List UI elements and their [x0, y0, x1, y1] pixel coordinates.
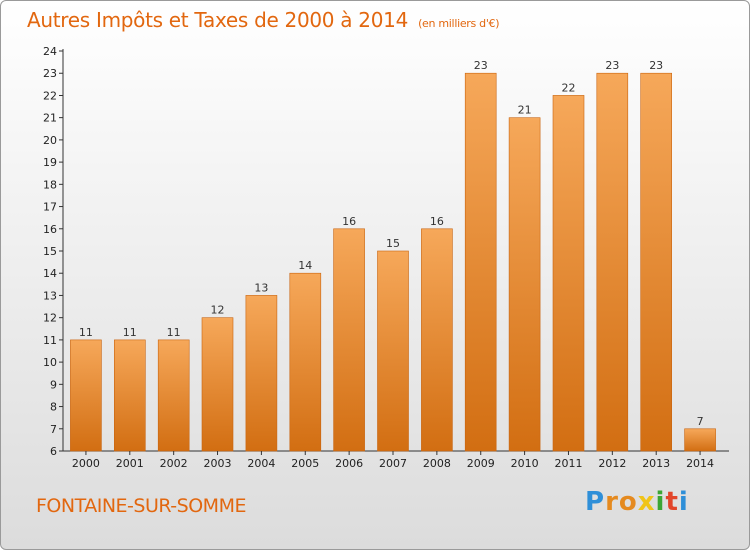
chart-title-unit: (en milliers d'€) [418, 17, 500, 30]
y-tick-label-11: 11 [43, 334, 57, 347]
value-label-2003: 12 [211, 304, 225, 317]
y-tick-label-17: 17 [43, 201, 57, 214]
x-tick-label-2007: 2007 [379, 457, 407, 470]
value-label-2007: 15 [386, 237, 400, 250]
x-tick-label-2013: 2013 [642, 457, 670, 470]
bar-2012 [596, 72, 629, 452]
x-tick-label-2000: 2000 [72, 457, 100, 470]
x-tick-label-2006: 2006 [335, 457, 363, 470]
value-label-2005: 14 [298, 259, 312, 272]
bar-2007 [377, 250, 409, 452]
x-tick-label-2002: 2002 [160, 457, 188, 470]
value-label-2006: 16 [342, 215, 356, 228]
bar-2001 [114, 339, 146, 452]
bar-2013 [640, 72, 673, 452]
commune-name: FONTAINE-SUR-SOMME [36, 495, 246, 517]
y-tick-label-9: 9 [50, 378, 57, 391]
value-label-2014: 7 [697, 415, 704, 428]
y-tick-label-24: 24 [43, 45, 57, 58]
y-tick-label-10: 10 [43, 356, 57, 369]
y-tick-label-18: 18 [43, 178, 57, 191]
bar-2006 [333, 228, 365, 452]
y-tick-label-23: 23 [43, 67, 57, 80]
x-tick-label-2005: 2005 [291, 457, 319, 470]
x-tick-label-2008: 2008 [423, 457, 451, 470]
bar-2010 [508, 117, 541, 452]
bar-2009 [464, 72, 497, 452]
x-tick-label-2001: 2001 [116, 457, 144, 470]
value-label-2010: 21 [518, 104, 532, 117]
value-label-2011: 22 [561, 81, 575, 94]
y-tick-label-6: 6 [50, 445, 57, 458]
x-tick-label-2011: 2011 [554, 457, 582, 470]
bar-2011 [552, 95, 585, 452]
y-tick-label-7: 7 [50, 423, 57, 436]
y-tick-label-14: 14 [43, 267, 57, 280]
y-tick-label-21: 21 [43, 112, 57, 125]
bar-2002 [157, 339, 190, 452]
x-tick-label-2003: 2003 [204, 457, 232, 470]
bar-2000 [70, 339, 102, 452]
value-label-2000: 11 [79, 326, 93, 339]
value-label-2001: 11 [123, 326, 137, 339]
y-tick-label-15: 15 [43, 245, 57, 258]
x-tick-label-2012: 2012 [598, 457, 626, 470]
x-tick-label-2004: 2004 [247, 457, 275, 470]
value-label-2012: 23 [605, 59, 619, 72]
y-tick-label-22: 22 [43, 89, 57, 102]
y-tick-label-8: 8 [50, 401, 57, 414]
y-tick-label-16: 16 [43, 223, 57, 236]
value-label-2004: 13 [254, 281, 268, 294]
bar-2014 [684, 428, 716, 452]
value-label-2009: 23 [474, 59, 488, 72]
bar-2004 [245, 295, 278, 452]
chart-title: Autres Impôts et Taxes de 2000 à 2014 (e… [27, 8, 500, 32]
bar-2003 [201, 317, 234, 452]
proxiti-logo: Proxiti [585, 487, 689, 517]
y-tick-label-19: 19 [43, 156, 57, 169]
value-label-2008: 16 [430, 215, 444, 228]
bar-2008 [421, 228, 453, 452]
chart-title-main: Autres Impôts et Taxes de 2000 à 2014 [27, 8, 408, 32]
bar-2005 [289, 272, 322, 452]
x-tick-label-2010: 2010 [511, 457, 539, 470]
y-tick-label-12: 12 [43, 312, 57, 325]
value-label-2002: 11 [167, 326, 181, 339]
y-tick-label-20: 20 [43, 134, 57, 147]
y-tick-label-13: 13 [43, 289, 57, 302]
x-tick-label-2014: 2014 [686, 457, 714, 470]
x-tick-label-2009: 2009 [467, 457, 495, 470]
value-label-2013: 23 [649, 59, 663, 72]
